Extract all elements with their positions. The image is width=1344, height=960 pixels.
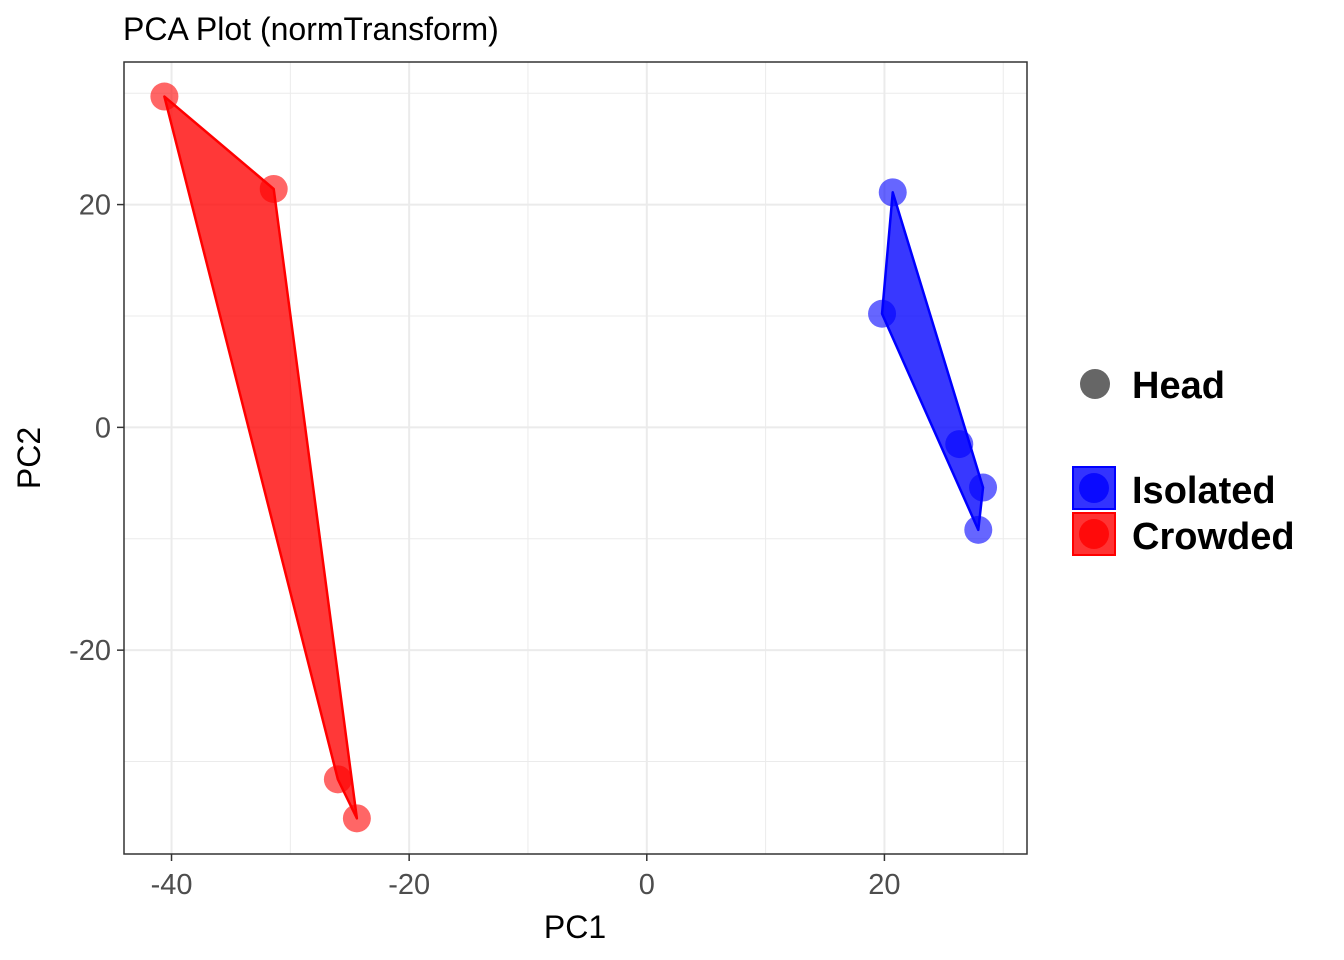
point-crowded [150, 82, 179, 111]
y-axis-title: PC2 [11, 427, 47, 489]
point-isolated [945, 430, 974, 459]
point-isolated [964, 515, 993, 544]
legend-isolated-label: Isolated [1132, 470, 1276, 512]
x-tick-label: 0 [639, 869, 655, 901]
y-tick-label: 20 [79, 190, 111, 222]
legend: Head Isolated Crowded [1072, 365, 1295, 558]
point-crowded [323, 765, 352, 794]
legend-crowded-label: Crowded [1132, 516, 1295, 558]
point-isolated [878, 178, 907, 207]
x-tick-label: -40 [151, 869, 193, 901]
point-crowded [259, 174, 288, 203]
plot-border [123, 61, 1028, 855]
point-crowded [342, 804, 371, 833]
y-axis: -20 0 20 [69, 190, 124, 667]
legend-item-crowded: Crowded [1072, 512, 1295, 558]
legend-head-label: Head [1132, 365, 1225, 407]
x-axis-title: PC1 [544, 909, 606, 945]
y-tick-label: -20 [69, 635, 111, 667]
legend-head-marker [1080, 369, 1110, 399]
data-points [150, 82, 998, 833]
point-isolated [969, 473, 998, 502]
grid [124, 62, 1027, 854]
legend-crowded-dot [1079, 519, 1109, 549]
x-tick-label: -20 [388, 869, 430, 901]
y-tick-label: 0 [95, 412, 111, 444]
x-tick-label: 20 [868, 869, 900, 901]
point-isolated [868, 299, 897, 328]
legend-item-isolated: Isolated [1072, 466, 1276, 512]
legend-isolated-dot [1079, 473, 1109, 503]
plot-area [123, 61, 1028, 855]
chart-title: PCA Plot (normTransform) [123, 11, 499, 47]
x-axis: -40 -20 0 20 [151, 854, 901, 901]
